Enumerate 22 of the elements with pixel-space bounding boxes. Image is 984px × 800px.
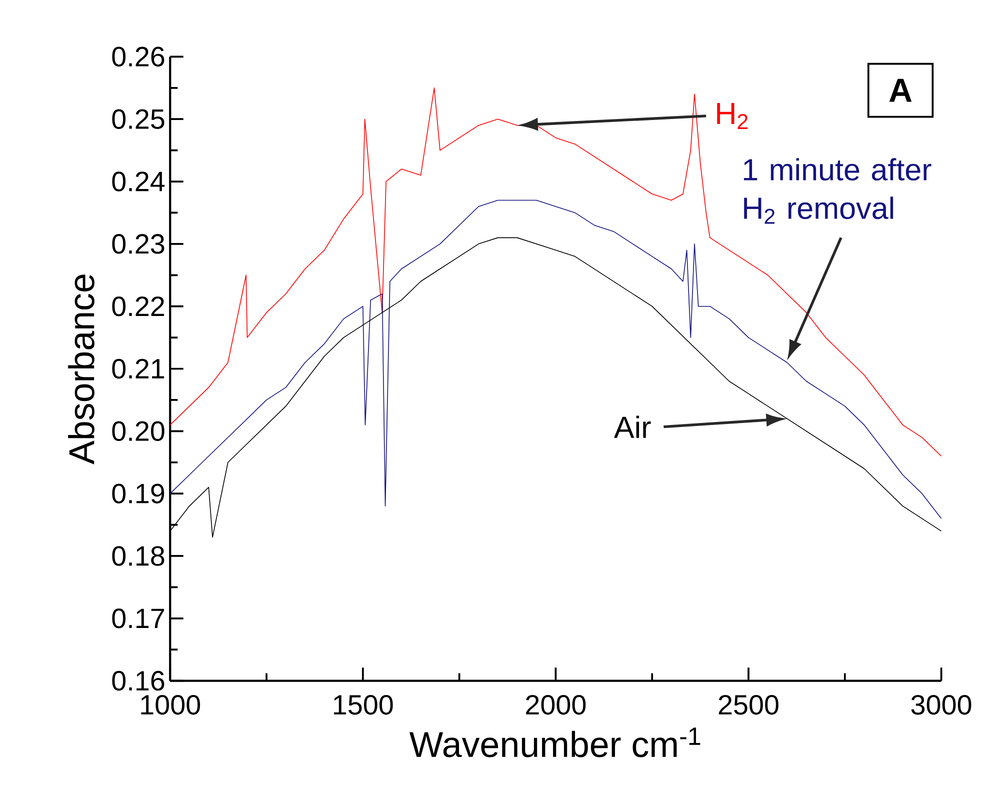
y-tick-label: 0.26 — [112, 46, 164, 66]
x-tick-label: 1500 — [334, 694, 393, 715]
y-tick-label: 0.20 — [112, 421, 164, 441]
y-tick-label: 0.18 — [112, 546, 164, 566]
y-tick-label: 0.17 — [112, 608, 164, 628]
x-tick-label: 2500 — [718, 694, 778, 715]
series-label: 1 minute after H$_{2}$ removal — [744, 158, 932, 224]
x-tick-label: 2000 — [526, 694, 586, 715]
text: Air — [614, 416, 651, 438]
y-tick-label: 0.23 — [112, 234, 164, 254]
series-label: H$_{2}$ — [717, 102, 748, 129]
y-tick-label: 0.25 — [112, 109, 164, 129]
annotation: A — [889, 78, 912, 102]
y-tick-label: 0.21 — [112, 358, 164, 378]
y-tick-label: 0.16 — [112, 670, 164, 691]
x-tick-label: 1000 — [141, 694, 200, 715]
y-axis-title: Absorbance — [68, 274, 94, 464]
y-tick-label: 0.19 — [112, 484, 164, 504]
y-tick-label: 0.24 — [112, 172, 165, 192]
x-axis-title: Wavenumber cm$^{-1}$ — [409, 727, 700, 758]
x-tick-label: 3000 — [911, 694, 972, 715]
y-tick-label: 0.22 — [112, 296, 164, 316]
